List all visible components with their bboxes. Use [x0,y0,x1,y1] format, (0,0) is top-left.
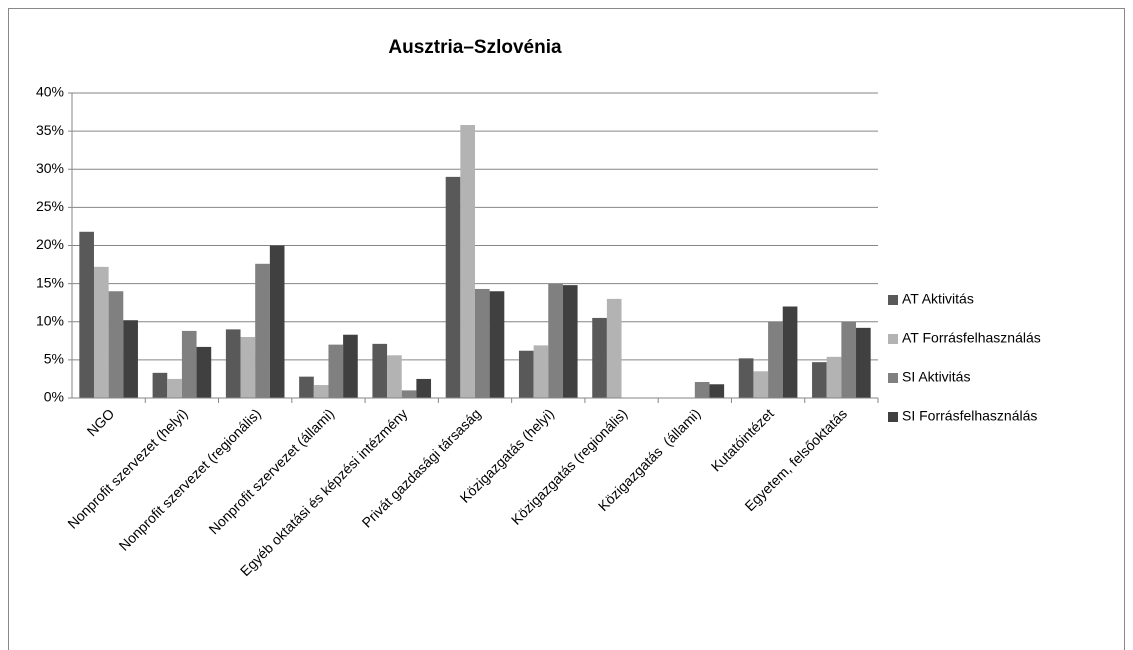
y-tick-label: 0% [44,389,64,405]
bar [299,376,314,398]
bar [768,321,783,398]
bar [255,263,270,398]
bar [518,350,534,398]
legend-label: SI Forrásfelhasználás [902,408,1037,424]
bar [269,245,285,398]
bar [782,306,798,398]
y-tick-label: 40% [36,84,64,100]
bar [123,320,138,398]
legend-swatch [888,295,898,305]
bar [826,356,842,398]
bar [152,372,168,398]
bar [562,285,578,398]
chart-title: Ausztria–Szlovénia [388,37,562,58]
bar [401,390,417,398]
bar [416,378,432,398]
y-tick-label: 30% [36,160,64,176]
bar [240,337,256,398]
legend-label: SI Aktivitás [902,369,970,385]
bar [93,266,109,398]
bar [548,283,563,398]
y-tick-label: 20% [36,236,64,252]
bar [460,125,475,399]
bar [856,327,871,398]
y-tick-label: 10% [36,312,64,328]
bar [108,291,124,398]
bar [313,385,329,398]
bar [445,176,461,398]
bar [196,346,212,398]
y-tick-label: 35% [36,122,64,138]
bar [812,362,827,398]
bar [694,381,710,398]
bar [489,291,505,398]
bar [606,298,622,398]
bar [79,231,94,398]
legend-label: AT Aktivitás [902,291,974,307]
bar [753,371,769,398]
bar [225,329,241,398]
bar [709,384,725,398]
bar [533,345,549,398]
y-tick-label: 5% [44,351,64,367]
bar [343,334,358,398]
legend-swatch [888,412,898,422]
y-tick-label: 25% [36,198,64,214]
bar [592,317,607,398]
bar [387,355,402,398]
y-tick-label: 15% [36,274,64,290]
bar [167,378,182,398]
bar [181,330,197,398]
legend-label: AT Forrásfelhasználás [902,330,1041,346]
bar [328,344,344,398]
bar [475,288,490,398]
bar [372,343,388,398]
legend-swatch [888,334,898,344]
bar [841,321,857,398]
bar [738,358,754,398]
legend-swatch [888,373,898,383]
